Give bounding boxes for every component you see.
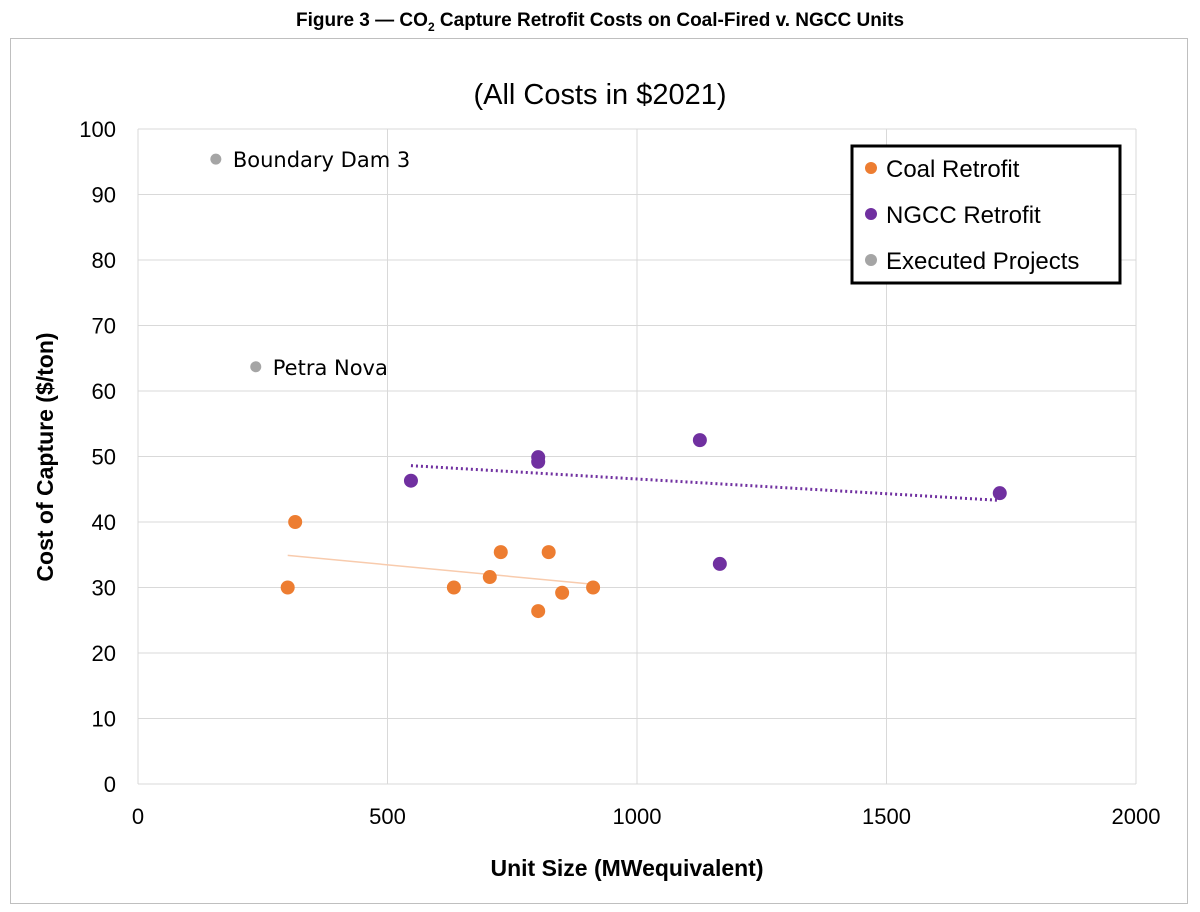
data-label: Boundary Dam 3 xyxy=(233,148,410,172)
data-point-ngcc-retrofit xyxy=(712,556,727,571)
legend-label: Executed Projects xyxy=(886,248,1079,275)
legend-label: Coal Retrofit xyxy=(886,156,1020,183)
legend-marker xyxy=(865,162,877,174)
y-axis-label: Cost of Capture ($/ton) xyxy=(32,332,58,581)
figure-title-suffix: Capture Retrofit Costs on Coal-Fired v. … xyxy=(434,10,905,31)
y-tick-label: 80 xyxy=(92,248,116,273)
y-tick-label: 90 xyxy=(92,183,116,208)
data-point-ngcc-retrofit xyxy=(531,454,546,469)
legend-marker xyxy=(865,208,877,220)
x-tick-label: 1000 xyxy=(613,804,662,829)
y-tick-label: 0 xyxy=(104,772,116,797)
legend-marker xyxy=(865,254,877,266)
trendline-coal-retrofit xyxy=(287,554,594,585)
data-label: Petra Nova xyxy=(273,356,388,380)
y-tick-label: 100 xyxy=(79,117,116,142)
y-tick-label: 50 xyxy=(92,445,116,470)
data-point-coal-retrofit xyxy=(531,604,546,619)
figure-title: Figure 3 — CO2 Capture Retrofit Costs on… xyxy=(0,10,1200,34)
x-tick-label: 1500 xyxy=(862,804,911,829)
y-tick-label: 30 xyxy=(92,576,116,601)
x-axis-label: Unit Size (MWequivalent) xyxy=(490,855,763,881)
data-point-ngcc-retrofit xyxy=(692,433,707,448)
chart-frame xyxy=(10,38,1188,904)
data-point-ngcc-retrofit xyxy=(403,473,418,488)
data-point-coal-retrofit xyxy=(288,515,303,529)
data-point-executed-projects xyxy=(210,153,222,165)
data-point-coal-retrofit xyxy=(555,585,570,600)
x-tick-label: 500 xyxy=(369,804,406,829)
y-tick-label: 60 xyxy=(92,379,116,404)
data-point-coal-retrofit xyxy=(586,580,601,595)
x-tick-label: 2000 xyxy=(1112,804,1161,829)
figure-title-subscript: 2 xyxy=(427,19,435,34)
legend: Coal Retrofit NGCC Retrofit Executed Proje… xyxy=(850,144,1122,285)
data-point-ngcc-retrofit xyxy=(992,486,1007,501)
x-tick-label: 0 xyxy=(132,804,144,829)
y-tick-label: 10 xyxy=(92,707,116,732)
data-point-coal-retrofit xyxy=(493,545,508,560)
data-point-coal-retrofit xyxy=(280,580,295,595)
y-tick-label: 40 xyxy=(92,510,116,535)
data-point-coal-retrofit xyxy=(482,570,497,585)
data-point-coal-retrofit xyxy=(541,545,556,560)
y-tick-label: 70 xyxy=(92,314,116,339)
figure-title-prefix: Figure 3 — CO xyxy=(295,10,428,31)
legend-label: NGCC Retrofit xyxy=(886,202,1041,229)
y-tick-label: 20 xyxy=(92,641,116,666)
chart-title: (All Costs in $2021) xyxy=(473,79,726,111)
trendline-ngcc-retrofit xyxy=(410,464,1000,502)
data-point-executed-projects xyxy=(250,361,262,373)
legend-box xyxy=(850,144,1122,285)
data-point-coal-retrofit xyxy=(446,580,461,595)
